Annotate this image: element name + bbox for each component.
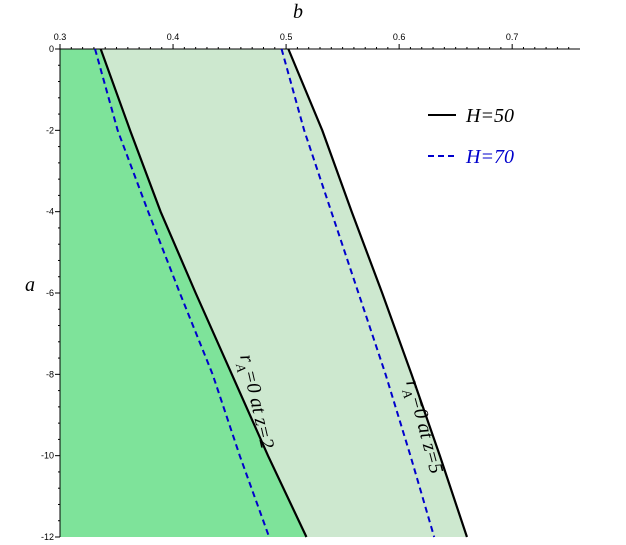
y-tick-label: -12: [41, 532, 54, 542]
y-axis-label: a: [25, 274, 35, 296]
y-tick-label: -10: [41, 451, 54, 461]
x-tick-label: 0.7: [506, 32, 519, 42]
annotation-part: A: [399, 387, 416, 400]
x-tick-label: 0.3: [54, 32, 67, 42]
y-tick-label: -4: [46, 207, 54, 217]
curve: [94, 48, 271, 538]
x-axis-label: b: [293, 1, 303, 23]
curve: [287, 48, 469, 538]
legend-label: H=70: [465, 146, 514, 168]
curve: [280, 48, 436, 538]
annotation-part: A: [233, 361, 250, 373]
y-tick-label: -8: [46, 369, 54, 379]
legend-label: H=50: [465, 105, 514, 127]
y-tick-label: -2: [46, 125, 54, 135]
x-tick-label: 0.4: [167, 32, 180, 42]
region-outer: [100, 49, 467, 537]
curve: [99, 48, 308, 538]
y-tick-label: 0: [49, 44, 54, 54]
region-inner: [60, 49, 307, 537]
x-tick-label: 0.5: [280, 32, 293, 42]
y-tick-label: -6: [46, 288, 54, 298]
x-tick-label: 0.6: [393, 32, 406, 42]
